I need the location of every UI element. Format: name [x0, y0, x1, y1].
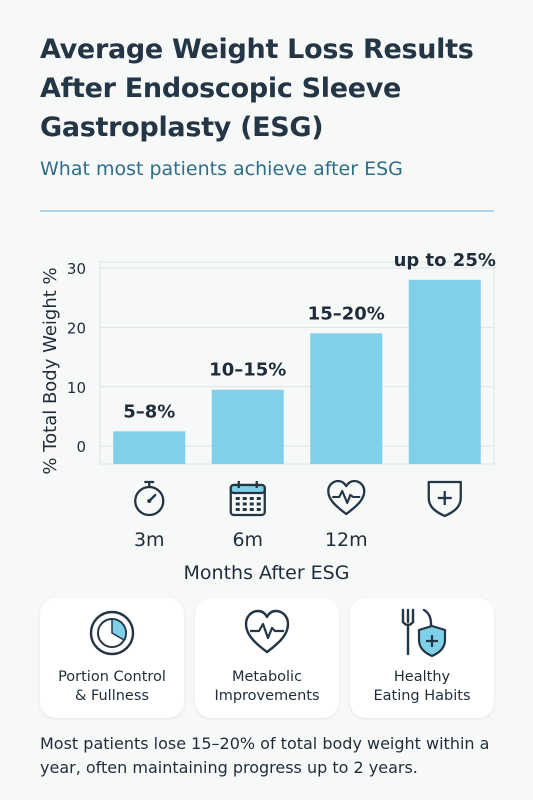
data-label: 15–20%	[308, 303, 385, 324]
y-tick-label: 0	[76, 438, 86, 456]
fork-shield-icon	[401, 608, 447, 658]
shield-plus-icon	[427, 480, 462, 518]
heart-pulse-icon	[244, 609, 290, 654]
page-title: Average Weight Loss Results After Endosc…	[40, 34, 474, 143]
data-label: 5–8%	[123, 401, 175, 422]
y-tick-label: 30	[67, 260, 86, 278]
benefit-cards: Portion Control & Fullness Metabolic Imp…	[40, 598, 494, 718]
y-tick-label: 10	[67, 379, 86, 397]
bar	[211, 389, 284, 464]
heart-pulse-icon	[327, 479, 366, 516]
benefit-card-portion-control: Portion Control & Fullness	[40, 598, 184, 718]
y-axis-label: % Total Body Weight %	[40, 267, 61, 474]
benefit-label-line2: Improvements	[214, 688, 320, 704]
data-label: up to 25%	[394, 250, 496, 271]
footer-text: Most patients lose 15–20% of total body …	[40, 734, 490, 777]
portion-gauge-icon	[89, 610, 135, 656]
benefit-label-line2: & Fullness	[75, 688, 149, 704]
benefit-label-line1: Metabolic	[231, 669, 303, 685]
benefit-label-line2: Eating Habits	[373, 688, 471, 704]
bar	[113, 431, 186, 464]
benefit-label-line1: Healthy	[393, 669, 451, 685]
bar-chart: 0 10 20 30 % Total Body Weight % 5–8% 3m 10–15…	[40, 250, 496, 551]
x-tick-label: 6m	[232, 529, 263, 551]
calendar-icon	[229, 481, 266, 517]
x-axis-label: Months After ESG	[183, 562, 350, 584]
benefit-card-metabolic: Metabolic Improvements	[195, 598, 339, 718]
stopwatch-icon	[134, 480, 165, 517]
x-tick-label: 12m	[325, 529, 368, 551]
benefit-label-line1: Portion Control	[58, 669, 166, 685]
data-label: 10–15%	[209, 360, 286, 381]
benefit-card-healthy-eating: Healthy Eating Habits	[350, 598, 494, 718]
divider	[40, 210, 494, 212]
bar	[310, 333, 383, 464]
page-subtitle: What most patients achieve after ESG	[40, 158, 403, 180]
bar	[408, 279, 481, 464]
x-tick-label: 3m	[134, 529, 165, 551]
y-tick-label: 20	[67, 319, 86, 337]
